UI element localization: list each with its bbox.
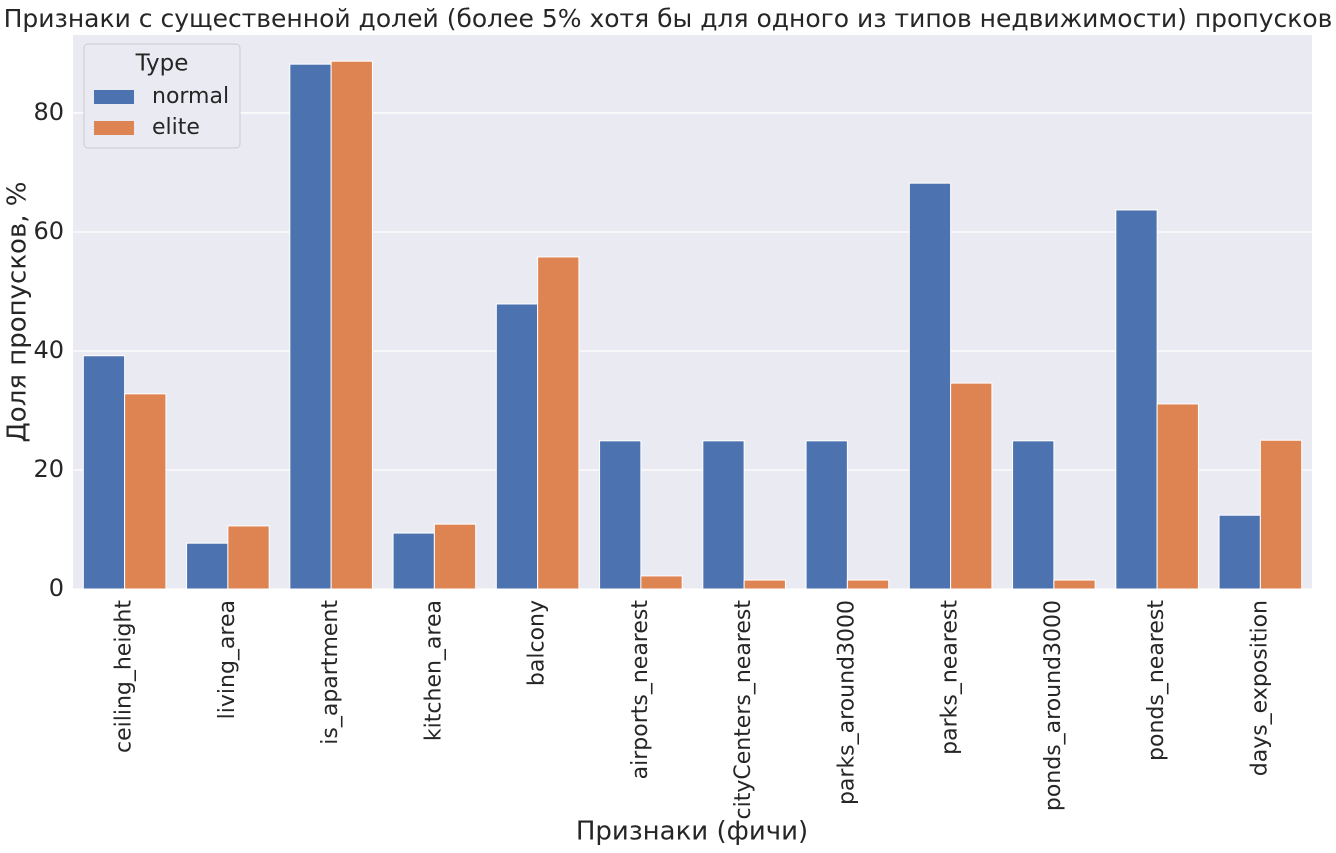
x-tick-label: is_apartment (318, 600, 343, 745)
bar (1115, 209, 1158, 590)
x-tick-label: balcony (525, 600, 550, 686)
x-tick-label: ceiling_height (112, 600, 137, 753)
x-tick-label: airports_nearest (628, 600, 653, 780)
bar (640, 575, 683, 590)
legend-swatch (94, 121, 134, 135)
bar (1218, 514, 1261, 590)
bar (433, 523, 477, 590)
bars (82, 60, 1303, 590)
bar (289, 63, 332, 590)
bar (186, 542, 229, 590)
x-tick-label: living_area (215, 600, 240, 719)
bar (1012, 440, 1055, 590)
bar (1053, 579, 1096, 590)
legend-title: Type (135, 51, 189, 77)
bar (743, 579, 786, 590)
bar (82, 355, 126, 590)
bar (1259, 439, 1303, 590)
bar (330, 60, 373, 590)
legend-label: normal (152, 84, 229, 109)
bar (846, 579, 890, 590)
x-tick-label: cityCenters_nearest (731, 600, 756, 820)
y-tick-label: 0 (49, 574, 64, 602)
bar (537, 256, 580, 590)
bar (227, 525, 270, 590)
bar (124, 393, 167, 590)
y-tick-label: 80 (33, 98, 64, 126)
bar (805, 440, 848, 590)
x-tick-label: ponds_around3000 (1041, 600, 1066, 811)
bar (908, 182, 952, 590)
legend-label: elite (152, 115, 200, 140)
bar (702, 440, 745, 590)
x-tick-label: parks_around3000 (834, 600, 859, 805)
y-tick-label: 40 (33, 336, 64, 364)
x-tick-label: days_exposition (1247, 600, 1272, 776)
legend-swatch (94, 90, 134, 104)
bar (495, 303, 539, 590)
x-axis-label: Признаки (фичи) (576, 817, 808, 847)
plot-area (73, 35, 1312, 589)
y-axis-label: Доля пропусков, % (3, 181, 33, 442)
bar (599, 440, 642, 590)
grid (73, 112, 1312, 590)
y-tick-label: 20 (33, 455, 64, 483)
bar (392, 532, 435, 590)
legend: Type normal elite (83, 43, 241, 149)
bar (950, 382, 993, 590)
y-tick-label: 60 (33, 217, 64, 245)
x-tick-label: parks_nearest (938, 600, 963, 755)
x-tick-label: kitchen_area (421, 600, 446, 741)
chart-title: Признаки с существенной долей (более 5% … (4, 4, 1333, 33)
x-tick-label: ponds_nearest (1144, 600, 1169, 761)
bar (1156, 403, 1199, 590)
